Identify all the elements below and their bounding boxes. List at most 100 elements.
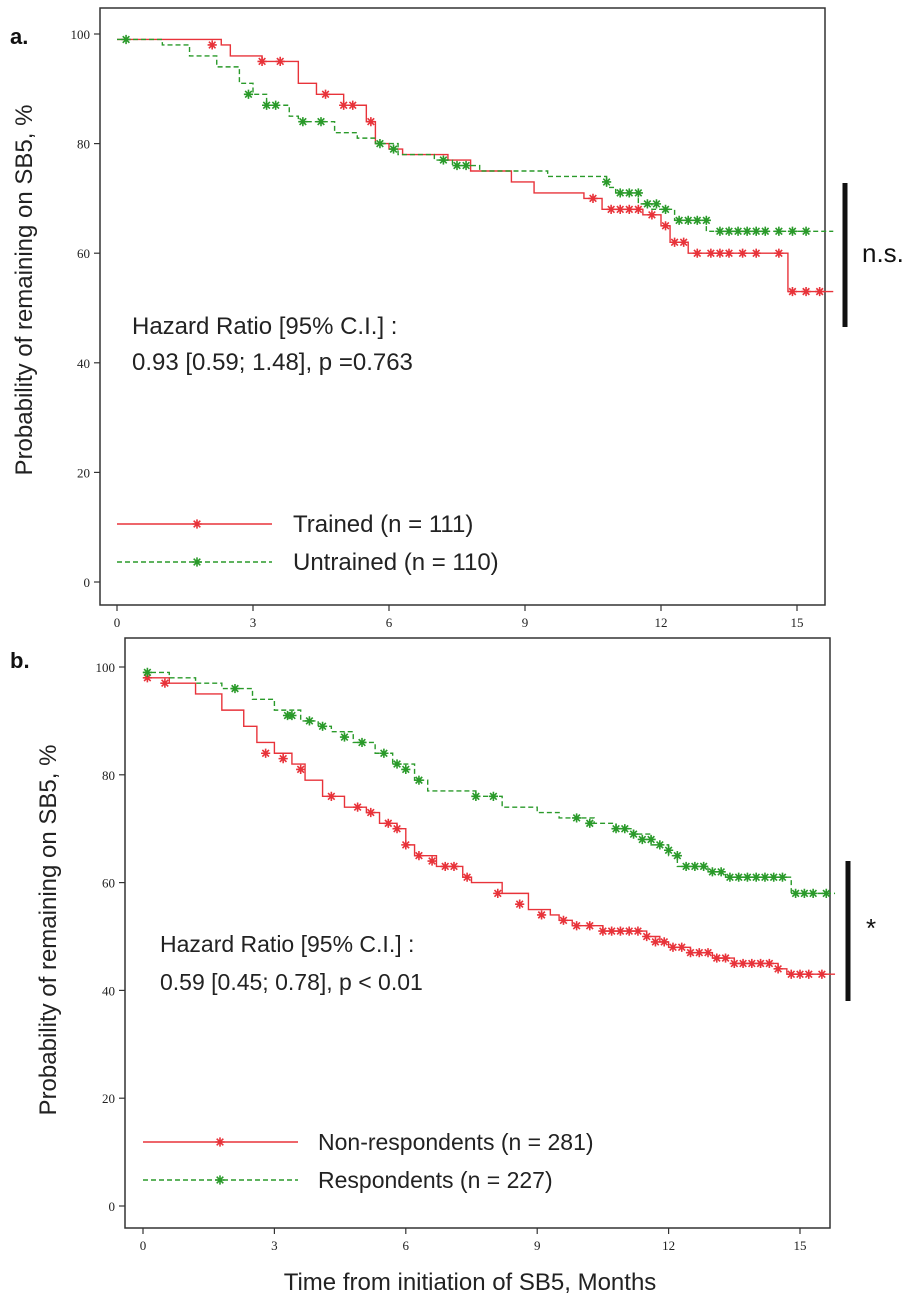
censor-mark [427,856,437,866]
censor-mark [660,204,671,214]
censor-mark [715,226,725,236]
censor-mark [572,813,582,823]
censor-mark [620,824,630,834]
x-tick-label: 12 [662,1238,675,1253]
censor-mark [633,926,643,936]
censor-mark [692,215,702,225]
censor-mark [760,872,770,882]
censor-mark [637,834,647,845]
censor-mark [207,40,217,50]
censor-mark [760,226,770,236]
censor-mark [624,204,634,214]
censor-mark [275,56,285,66]
panel-a: 0 20 40 60 80 100 0 3 6 9 12 15 a. Probability of rem… [10,7,904,630]
censor-mark [304,716,315,726]
censor-mark [672,851,682,861]
censor-mark [388,144,399,154]
censor-mark [317,721,328,731]
y-tick-label: 40 [77,356,90,371]
censor-mark [690,861,700,872]
censor-mark [642,931,652,942]
censor-mark [493,888,503,898]
legend-marker [192,557,202,567]
legend-marker [215,1137,225,1147]
y-tick-label: 80 [102,768,115,783]
censor-mark [660,221,671,231]
censor-mark [773,964,783,974]
x-tick-label: 12 [655,615,668,630]
censor-mark [729,958,739,969]
censor-mark [821,888,831,898]
censor-mark [679,237,689,247]
y-axis-label: Probability of remaining on SB5, % [11,105,38,476]
censor-mark [440,861,450,872]
censor-mark [316,117,326,127]
censor-mark [615,926,626,936]
censor-mark [738,958,748,969]
legend-label: Non-respondents (n = 281) [318,1129,594,1155]
x-tick-label: 3 [271,1238,278,1253]
censor-mark [633,188,643,198]
censor-mark [646,834,656,845]
km-curve [143,677,836,975]
censor-mark [339,732,350,742]
censor-mark [720,953,731,963]
censor-mark [379,748,389,758]
censor-mark [674,215,684,225]
censor-mark [588,193,598,203]
significance-label: n.s. [862,238,904,268]
hazard-ratio-value: 0.93 [0.59; 1.48], p =0.763 [132,349,413,376]
censor-mark [628,829,639,839]
censor-mark [804,969,814,979]
censor-mark [699,861,709,872]
legend-marker [215,1175,225,1185]
censor-mark [353,802,363,812]
censor-mark [121,34,131,45]
censor-mark [633,204,643,214]
censor-mark [694,948,704,958]
y-tick-label: 0 [84,575,91,590]
censor-mark [257,56,267,66]
censor-mark [414,775,424,785]
censor-mark [655,840,665,850]
censor-mark [298,117,308,127]
y-tick-label: 40 [102,983,115,998]
censor-mark [650,937,661,947]
censor-mark [615,204,625,214]
censor-mark [572,921,582,931]
x-tick-label: 15 [794,1238,807,1253]
x-tick-label: 6 [403,1238,410,1253]
censor-mark [786,969,796,979]
hazard-ratio-label: Hazard Ratio [95% C.I.] : [132,313,397,340]
censor-mark [401,840,411,850]
series-red [117,38,834,297]
series-red [142,673,836,979]
y-tick-label: 100 [71,27,91,42]
censor-mark [703,948,713,958]
censor-mark [607,926,617,936]
y-tick-label: 60 [102,876,115,891]
censor-mark [787,286,798,297]
censor-mark [791,888,801,898]
censor-mark [230,683,240,694]
legend-label: Respondents (n = 227) [318,1167,553,1193]
censor-mark [724,226,734,236]
censor-mark [685,948,696,958]
censor-mark [668,942,678,952]
censor-mark [142,673,152,683]
censor-mark [160,678,170,688]
x-tick-label: 9 [522,615,529,630]
censor-mark [738,248,748,258]
censor-mark [677,942,687,952]
y-tick-label: 20 [77,465,90,480]
censor-mark [777,872,788,882]
censor-mark [611,824,621,834]
censor-mark [670,237,680,247]
panel-b: 0 20 40 60 80 100 0 3 6 9 12 15 b. Probability of rem… [10,637,876,1253]
x-tick-label: 3 [250,615,257,630]
y-tick-label: 0 [109,1199,116,1214]
censor-mark [774,248,784,258]
panel-label: a. [10,24,28,49]
censor-mark [659,937,669,947]
censor-mark [787,226,798,236]
